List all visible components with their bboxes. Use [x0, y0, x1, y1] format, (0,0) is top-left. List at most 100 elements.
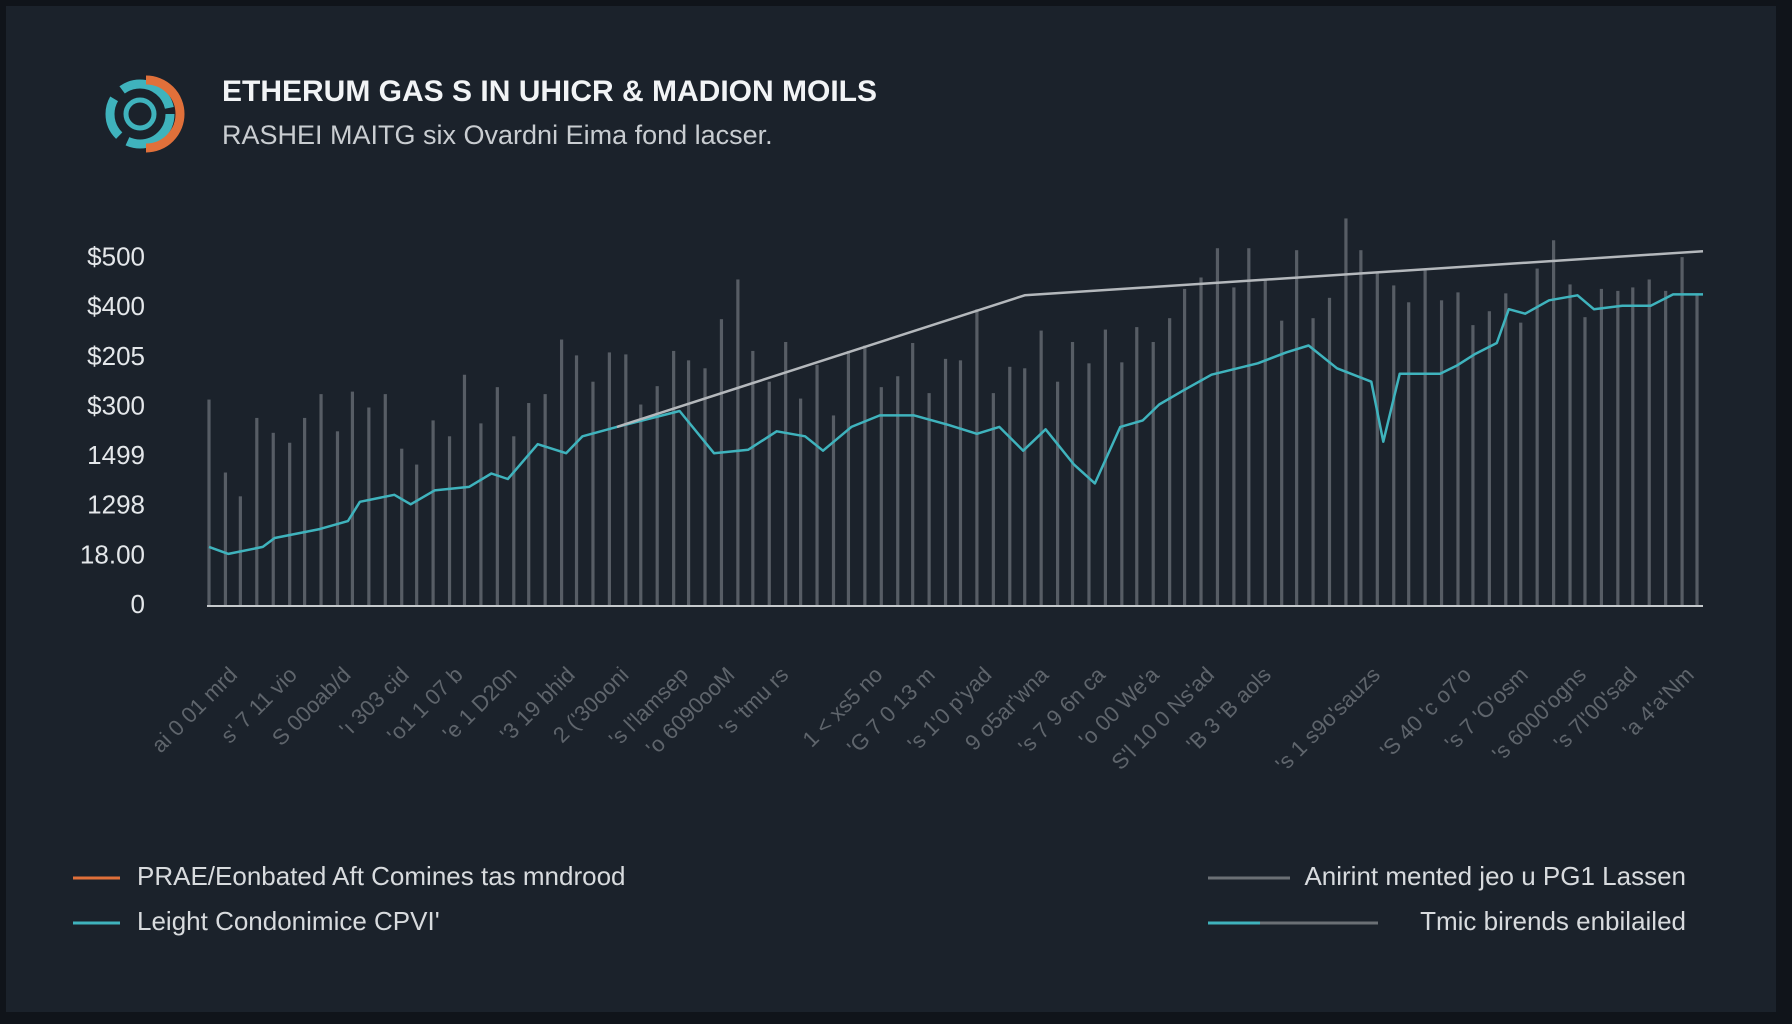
legend-label: Leight Condonimice CPVI'	[137, 906, 440, 936]
bar	[703, 368, 707, 606]
bar	[1023, 368, 1027, 606]
bar	[223, 472, 228, 606]
bar	[991, 393, 995, 606]
bar	[288, 442, 292, 606]
line	[208, 293, 1703, 556]
bar	[1247, 248, 1251, 607]
bar	[1664, 290, 1668, 606]
bar	[1583, 317, 1587, 606]
chart-title: ETHERUM GAS S IN UHICR & MADION MOILS	[222, 75, 877, 108]
y-tick-label: 1298	[87, 490, 145, 520]
line	[616, 249, 1704, 429]
bar	[527, 403, 531, 606]
bar	[686, 360, 691, 606]
bar	[1647, 279, 1651, 606]
legend-label: Anirint mented jeo u PG1 Lassen	[1304, 861, 1686, 891]
bar	[1487, 311, 1491, 606]
logo	[105, 75, 185, 153]
bar	[1456, 292, 1460, 606]
logo-core	[123, 97, 157, 131]
bar	[1552, 240, 1556, 607]
y-tick-label: 1499	[87, 440, 145, 470]
bar	[335, 431, 340, 606]
bar	[1103, 329, 1107, 606]
bar	[863, 345, 867, 606]
bar	[815, 364, 819, 606]
bar	[927, 393, 931, 606]
bar	[1535, 268, 1539, 606]
bar	[1311, 318, 1315, 606]
y-tick-label: 18.00	[80, 539, 145, 569]
bar	[1199, 277, 1203, 606]
bar	[350, 391, 355, 606]
bar	[911, 342, 915, 606]
bar	[1182, 288, 1187, 606]
bar	[1232, 287, 1236, 606]
bar	[1568, 284, 1572, 606]
y-tick-label: $205	[87, 341, 145, 371]
bar	[415, 464, 419, 606]
bar	[591, 381, 595, 606]
bar	[1263, 279, 1267, 606]
y-tick-label: $500	[87, 242, 145, 272]
bar	[400, 448, 404, 606]
bar	[1215, 248, 1220, 607]
bar	[1055, 381, 1060, 606]
bar	[1616, 290, 1620, 606]
bar	[319, 394, 323, 606]
bar	[255, 417, 259, 606]
bar	[512, 436, 516, 606]
bar	[1327, 297, 1332, 606]
bar	[462, 374, 467, 606]
bar	[767, 381, 771, 606]
bar	[1295, 250, 1299, 606]
legend: PRAE/Eonbated Aft Comines tas mndrood Lei…	[73, 861, 1686, 936]
bar	[846, 350, 851, 606]
bar	[958, 360, 963, 606]
bar	[207, 399, 211, 606]
bar	[367, 407, 371, 606]
y-tick-label: $300	[87, 390, 145, 420]
bar	[719, 319, 724, 606]
panel	[6, 6, 1776, 1012]
bar	[879, 387, 883, 606]
bar	[896, 376, 900, 606]
logo-arc	[145, 75, 185, 153]
y-tick-label: 0	[131, 589, 145, 619]
logo-ring	[105, 79, 175, 149]
bar	[1120, 362, 1124, 606]
bar	[831, 415, 836, 606]
bar	[1471, 325, 1475, 606]
bar	[1070, 341, 1075, 606]
bar	[639, 404, 643, 606]
bar	[1151, 341, 1155, 606]
bar	[799, 398, 803, 606]
bar	[1280, 320, 1284, 606]
bar	[1392, 285, 1396, 606]
bar	[479, 423, 483, 606]
bar	[1375, 273, 1379, 606]
bar	[1695, 293, 1699, 606]
bar	[543, 394, 547, 606]
bar	[1039, 330, 1043, 606]
bar	[1008, 366, 1012, 606]
bar	[1407, 302, 1411, 606]
bar	[1599, 288, 1604, 606]
bar	[495, 387, 499, 606]
legend-label: Tmic birends enbilailed	[1420, 906, 1686, 936]
bar	[1168, 318, 1172, 606]
bar	[1423, 270, 1427, 606]
bar	[559, 339, 564, 606]
bar	[271, 432, 275, 606]
bar	[303, 417, 307, 606]
legend-label: PRAE/Eonbated Aft Comines tas mndrood	[137, 861, 626, 891]
bar	[1087, 363, 1091, 606]
y-tick-label: $400	[87, 291, 145, 321]
bar	[655, 386, 659, 606]
bar	[574, 355, 579, 606]
bar	[1504, 293, 1508, 606]
bar	[431, 420, 435, 606]
bar	[751, 350, 755, 606]
bar	[1519, 322, 1523, 606]
